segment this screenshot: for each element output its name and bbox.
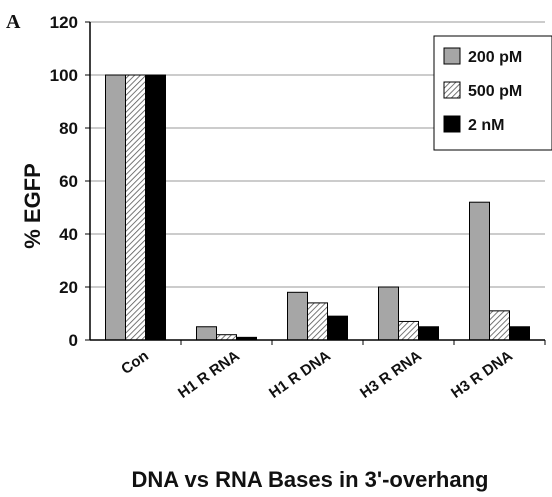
bar (145, 74, 166, 341)
y-tick-label: 20 (59, 278, 78, 297)
legend-swatch (443, 81, 461, 99)
legend: 200 pM 500 pM 2 nM (433, 35, 552, 151)
y-tick-label: 100 (50, 66, 78, 85)
y-tick-label: 0 (69, 331, 78, 350)
x-axis-title: DNA vs RNA Bases in 3'-overhang (132, 467, 489, 492)
legend-swatch (443, 115, 461, 133)
bar (307, 302, 328, 341)
bar (196, 326, 217, 341)
x-tick-labels: Con H1 R RNA H1 R DNA H3 R RNA H3 R DNA (118, 340, 546, 402)
x-tick-label: H3 R RNA (357, 347, 425, 402)
x-tick-label: H1 R DNA (266, 347, 334, 402)
bar (216, 334, 237, 341)
legend-label: 2 nM (468, 117, 504, 134)
bar (287, 291, 308, 341)
bar (327, 315, 348, 341)
x-tick-label: H3 R DNA (448, 347, 516, 402)
bar (398, 320, 419, 341)
y-tick-labels: 0 20 40 60 80 100 120 (50, 13, 90, 350)
y-tick-label: 60 (59, 172, 78, 191)
legend-label: 500 pM (468, 83, 522, 100)
bar (509, 326, 530, 341)
y-axis-title: % EGFP (20, 163, 45, 249)
y-tick-label: 80 (59, 119, 78, 138)
bar (418, 326, 439, 341)
y-tick-label: 120 (50, 13, 78, 32)
bar (378, 286, 399, 341)
bar (489, 310, 510, 341)
panel-label: A (6, 11, 21, 33)
legend-swatch (443, 47, 461, 65)
bar (125, 74, 146, 341)
x-tick-label: H1 R RNA (175, 347, 243, 402)
y-tick-label: 40 (59, 225, 78, 244)
bar (469, 201, 490, 341)
bars (105, 74, 530, 341)
x-tick-label: Con (118, 347, 152, 378)
legend-label: 200 pM (468, 49, 522, 66)
bar (105, 74, 126, 341)
